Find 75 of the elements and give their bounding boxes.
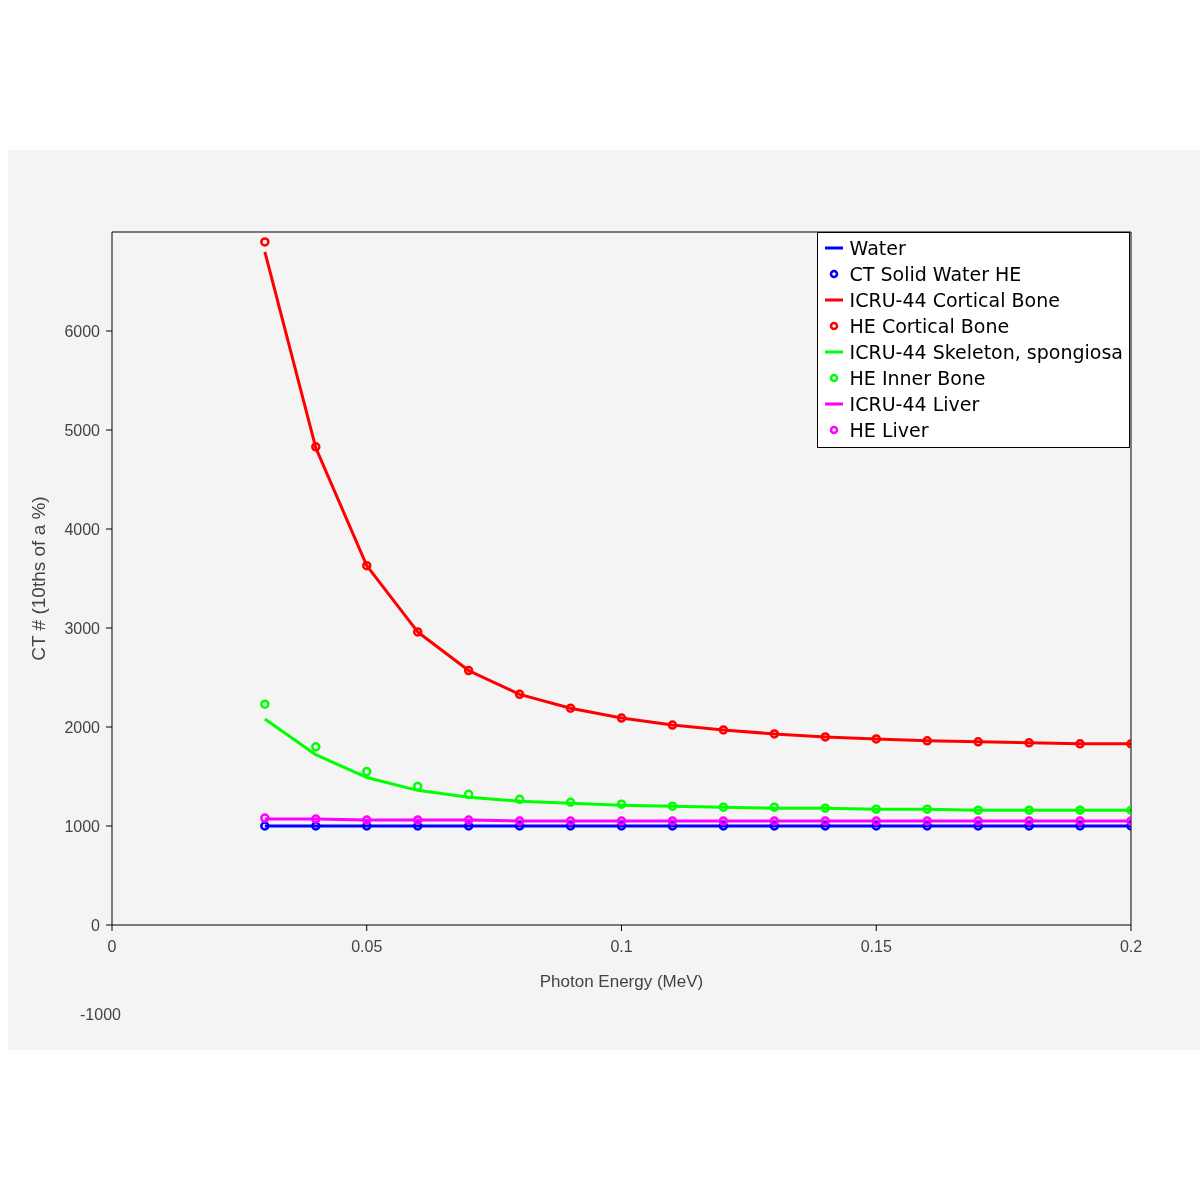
point <box>922 816 932 826</box>
point <box>1075 805 1085 815</box>
x-tick-label: 0 <box>107 938 117 956</box>
point <box>667 801 678 811</box>
point <box>667 816 678 826</box>
point <box>362 815 372 825</box>
point <box>412 815 423 825</box>
point <box>514 816 525 826</box>
point <box>871 816 881 826</box>
point <box>463 789 474 800</box>
legend-label: CT Solid Water HE <box>849 263 1022 285</box>
point <box>718 725 729 735</box>
legend-label: ICRU-44 Cortical Bone <box>849 289 1060 311</box>
point <box>973 816 983 826</box>
x-axis-title: Photon Energy (MeV) <box>539 972 704 992</box>
point <box>260 813 270 823</box>
point <box>922 804 932 814</box>
point <box>311 442 321 452</box>
point <box>311 742 321 752</box>
point <box>820 732 831 742</box>
point <box>718 816 729 826</box>
text: -1000 <box>80 1006 121 1024</box>
point <box>1024 805 1034 815</box>
point <box>820 816 831 826</box>
point <box>412 627 423 637</box>
legend-label: ICRU-44 Skeleton, spongiosa <box>849 341 1123 363</box>
point <box>1024 816 1034 826</box>
legend-label: HE Inner Bone <box>849 367 986 389</box>
point <box>616 799 627 809</box>
x-tick-label: 0.05 <box>351 938 383 956</box>
y-tick-label: 0 <box>91 916 101 934</box>
legend-label: HE Liver <box>849 419 929 441</box>
y-tick-label: 2000 <box>64 718 101 736</box>
point <box>463 665 474 676</box>
point <box>260 821 270 831</box>
point <box>871 734 881 744</box>
x-tick-label: 0.1 <box>610 938 633 956</box>
point <box>973 737 983 747</box>
point <box>616 816 627 826</box>
point <box>565 797 576 807</box>
x-tick-label: 0.2 <box>1119 938 1143 956</box>
point <box>260 699 270 709</box>
y-tick-label: 1000 <box>64 817 101 835</box>
point <box>973 805 983 815</box>
point <box>922 736 932 746</box>
point <box>1024 738 1034 748</box>
y-tick-label: 6000 <box>64 322 101 340</box>
y-tick-label: 5000 <box>64 421 101 439</box>
point <box>362 560 372 571</box>
point <box>565 816 576 826</box>
point <box>463 815 474 825</box>
point <box>514 794 525 805</box>
point <box>820 803 831 813</box>
point <box>412 781 423 792</box>
point <box>769 816 780 826</box>
point <box>769 729 780 739</box>
legend-label: HE Cortical Bone <box>849 315 1010 337</box>
point <box>718 802 729 812</box>
y-tick-label: 4000 <box>64 520 101 538</box>
point <box>311 814 321 824</box>
point <box>514 689 525 700</box>
point <box>1075 816 1085 826</box>
point <box>565 703 576 713</box>
y-tick-label: 3000 <box>64 619 101 637</box>
y-axis-title: CT # (10ths of a %) <box>27 496 49 661</box>
point <box>260 237 270 247</box>
point <box>362 766 372 777</box>
point <box>1075 739 1085 749</box>
point <box>616 713 627 723</box>
legend-label: Water <box>849 237 906 259</box>
point <box>871 804 881 814</box>
point <box>769 802 780 812</box>
x-tick-label: 0.15 <box>860 938 892 956</box>
legend-label: ICRU-44 Liver <box>849 393 980 415</box>
point <box>667 720 678 730</box>
